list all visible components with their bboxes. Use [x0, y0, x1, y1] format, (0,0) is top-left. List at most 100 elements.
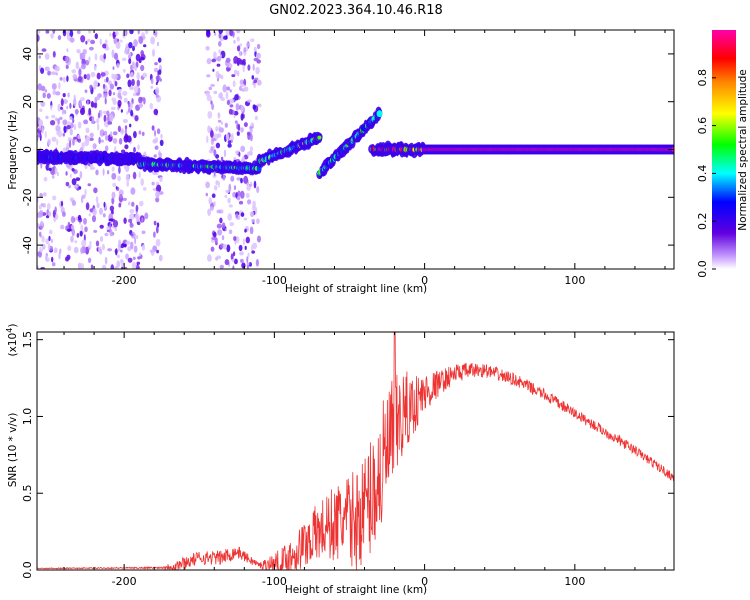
- spectrogram-speckle: [239, 43, 243, 47]
- spectrogram-speckle: [100, 72, 106, 77]
- spectrogram-speckle: [57, 35, 62, 41]
- spectrogram-speckle: [210, 146, 214, 152]
- spectrogram-speckle: [89, 46, 94, 51]
- spectrogram-speckle: [76, 233, 80, 238]
- spectrogram-speckle: [109, 32, 112, 37]
- spectrogram-speckle: [43, 192, 47, 197]
- spectrogram-speckle: [127, 257, 133, 263]
- spectrogram-speckle: [215, 256, 219, 261]
- spectrogram-speckle: [105, 76, 109, 83]
- spectrogram-speckle: [127, 246, 132, 252]
- spectrogram-speckle: [69, 116, 73, 121]
- spectrogram-speckle: [41, 48, 47, 52]
- spectrogram-speckle: [242, 58, 246, 63]
- spectrogram-speckle: [81, 63, 86, 70]
- spectrogram-speckle: [256, 43, 261, 50]
- spectrogram-speckle: [51, 256, 54, 263]
- spectrogram-speckle: [216, 56, 222, 62]
- spectrogram-speckle: [208, 197, 212, 205]
- spectrogram-speckle: [44, 131, 47, 139]
- spectrogram-speckle: [216, 63, 221, 67]
- spectrogram-speckle: [115, 248, 118, 256]
- spectrogram-speckle: [236, 45, 241, 52]
- spectrogram-speckle: [249, 126, 253, 135]
- snr-series-line: [37, 332, 674, 570]
- spectrogram-speckle: [71, 69, 77, 74]
- spectrogram-speckle: [129, 209, 135, 214]
- spectrogram-speckle: [124, 266, 128, 269]
- spectrogram-speckle: [150, 78, 154, 85]
- spectrogram-speckle: [56, 130, 60, 136]
- spectrogram-speckle: [108, 89, 112, 97]
- spectrogram-speckle: [85, 59, 90, 66]
- spectrogram-speckle: [133, 146, 136, 153]
- spectrogram-speckle: [131, 201, 135, 207]
- spectrogram-speckle: [107, 170, 110, 175]
- spectrogram-speckle: [151, 181, 155, 186]
- spectrogram-speckle: [63, 109, 67, 115]
- spectrogram-speckle: [122, 197, 127, 201]
- spectrogram-speckle: [129, 223, 134, 228]
- colorbar-label: Normalized spectral amplitude: [737, 69, 749, 230]
- spectrogram-speckle: [127, 107, 131, 113]
- spectrogram-speckle: [62, 211, 66, 217]
- spectrogram-speckle: [219, 264, 224, 269]
- spectrogram-speckle: [69, 30, 74, 38]
- spectrogram-speckle: [71, 224, 75, 230]
- spectrogram-speckle: [62, 93, 66, 98]
- spectrogram-speckle: [112, 66, 115, 70]
- spectrogram-speckle: [155, 190, 160, 199]
- spectrogram-speckle: [212, 174, 217, 178]
- spectrogram-speckle: [243, 154, 249, 160]
- spectrogram-speckle: [38, 210, 44, 218]
- spectrogram-speckle: [84, 188, 87, 196]
- y-tick-label: 40: [21, 47, 34, 61]
- spectrogram-speckle: [83, 119, 89, 125]
- spectrogram-speckle: [257, 235, 261, 243]
- spectrogram-speckle: [153, 154, 157, 158]
- spectrogram-speckle: [109, 205, 115, 212]
- spectrogram-speckle: [211, 103, 215, 111]
- spectrogram-speckle: [233, 236, 237, 241]
- spectrogram-speckle: [83, 217, 87, 225]
- spectrogram-speckle: [130, 72, 134, 78]
- spectrogram-speckle: [40, 85, 46, 92]
- spectrogram-speckle: [236, 131, 240, 136]
- spectrogram-speckle: [81, 239, 87, 247]
- spectrogram-speckle: [92, 215, 96, 223]
- spectrogram-speckle: [116, 260, 121, 268]
- spectrogram-speckle: [68, 184, 71, 189]
- spectrogram-speckle: [84, 226, 88, 233]
- spectrogram-speckle: [43, 176, 48, 182]
- spectrogram-speckle: [208, 86, 213, 91]
- spectrogram-speckle: [250, 181, 253, 187]
- spectrogram-speckle: [111, 49, 115, 57]
- spectrogram-speckle: [127, 79, 132, 88]
- spectrogram-speckle: [42, 92, 46, 99]
- y-tick-label: -20: [21, 188, 34, 206]
- spectrogram-speckle: [252, 242, 258, 249]
- spectrogram-speckle: [88, 107, 92, 116]
- spectrogram-speckle: [218, 30, 224, 35]
- spectrogram-speckle: [59, 248, 62, 254]
- spectrogram-speckle: [211, 137, 216, 142]
- spectrogram-speckle: [241, 262, 246, 269]
- spectrogram-speckle: [125, 253, 129, 260]
- spectrogram-speckle: [251, 250, 256, 254]
- spectrogram-speckle: [153, 108, 159, 116]
- spectrogram-speckle: [149, 102, 153, 110]
- spectrogram-speckle: [137, 256, 141, 260]
- spectrogram-speckle: [66, 142, 70, 151]
- spectrogram-speckle: [213, 149, 217, 157]
- y-tick-label: 0.5: [21, 484, 34, 502]
- spectrogram-speckle: [112, 31, 116, 40]
- spectrogram-speckle: [118, 239, 122, 248]
- spectrogram-speckle: [211, 58, 216, 63]
- spectrogram-speckle: [42, 203, 46, 208]
- spectrogram-speckle: [51, 71, 56, 75]
- spectrogram-speckle: [136, 79, 140, 87]
- spectrogram-speckle: [66, 121, 72, 126]
- spectrogram-speckle: [240, 127, 244, 133]
- spectrogram-speckle: [133, 131, 137, 139]
- spectrogram-speckle: [238, 200, 244, 205]
